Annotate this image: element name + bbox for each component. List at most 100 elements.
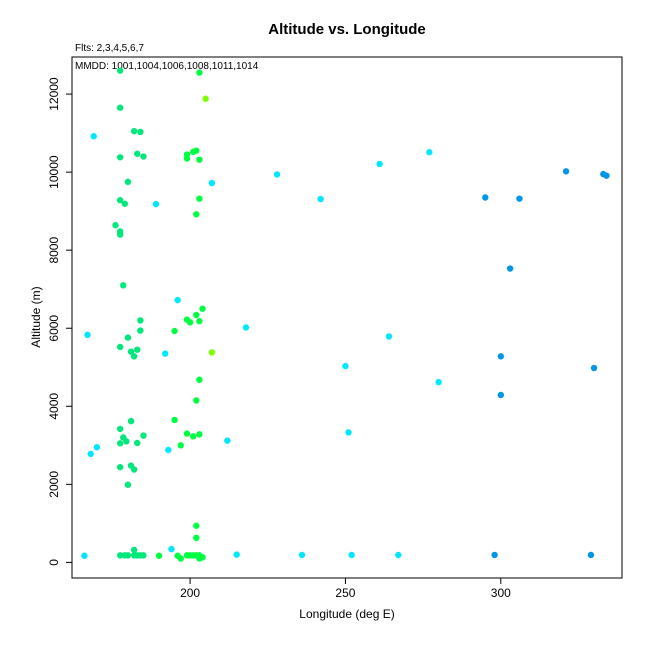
data-point [506,265,514,272]
data-point [124,334,132,341]
x-axis: 200 250 300 [180,578,511,600]
data-point [116,440,124,447]
data-point [516,195,523,202]
data-point [196,318,203,325]
data-point [342,362,349,370]
x-tick-label: 250 [335,586,355,600]
data-point [385,333,393,340]
data-point [116,67,124,74]
data-point [196,156,203,163]
data-point [127,417,135,425]
data-point [116,231,124,238]
data-point [140,432,147,439]
data-point [171,416,178,424]
data-point [317,195,324,203]
data-point [186,319,194,326]
data-point [84,331,91,339]
data-point [127,348,135,355]
data-point [562,168,570,175]
x-tick-label: 300 [491,586,511,600]
dates-note: MMDD: 1001,1004,1006,1008,1011,1014 [75,61,259,72]
data-point [137,128,144,136]
data-point [189,433,197,440]
data-point [130,546,138,554]
data-point [193,534,200,542]
data-point [199,305,206,312]
data-point [196,431,203,438]
data-point [183,155,191,162]
data-point [130,353,138,360]
data-point [134,346,141,353]
data-point [395,551,402,559]
data-point [196,376,203,383]
data-point [193,397,200,404]
data-point [233,551,240,558]
data-point [116,197,124,204]
data-point [376,160,383,168]
data-point [116,552,124,559]
data-point [124,552,132,559]
data-point [426,149,433,156]
data-point [116,463,124,471]
data-point [168,545,175,553]
data-point [298,551,306,559]
data-point [482,194,489,201]
data-point [273,171,281,178]
data-point [491,551,498,559]
data-point [162,350,169,357]
data-point [497,353,505,360]
data-point [116,154,124,161]
y-tick-label: 12000 [47,77,61,111]
y-axis: 0 2000 4000 6000 8000 10000 12000 [47,77,72,566]
data-point [124,481,132,488]
data-point [603,172,610,179]
y-tick-label: 2000 [47,471,61,498]
data-point [112,222,119,229]
data-point [435,378,442,386]
y-tick-label: 8000 [47,237,61,264]
y-tick-label: 6000 [47,315,61,342]
data-point [134,150,141,157]
data-point [587,551,595,559]
data-point [124,178,132,186]
data-point [121,200,129,207]
data-point [242,324,250,331]
data-point [120,282,127,289]
data-point [140,552,147,559]
y-tick-label: 4000 [47,393,61,420]
data-point [208,179,216,187]
y-tick-label: 0 [47,559,61,566]
data-point [130,127,138,135]
data-point [196,195,203,202]
data-point [81,552,88,559]
data-point [116,343,124,351]
data-point [140,153,147,160]
data-point [116,104,124,111]
data-point [87,450,94,458]
data-point [90,133,97,140]
data-point [348,551,355,559]
data-point [193,211,200,218]
data-point [137,317,144,324]
data-point [199,554,206,561]
data-point [130,466,138,473]
data-point [193,147,200,154]
data-point [202,95,209,102]
data-point [196,69,203,76]
data-point [123,438,130,445]
data-point [165,446,172,454]
x-tick-label: 200 [180,586,200,600]
data-point [193,311,200,319]
data-point [177,442,184,449]
flights-note: Flts: 2,3,4,5,6,7 [75,43,144,54]
chart-title: Altitude vs. Longitude [268,21,426,38]
data-point [174,296,181,304]
plot-frame [71,56,623,579]
data-point [155,552,163,559]
data-point [208,349,216,356]
data-point [224,437,231,444]
data-point [497,391,505,399]
data-point [93,444,101,451]
data-point [171,327,178,335]
